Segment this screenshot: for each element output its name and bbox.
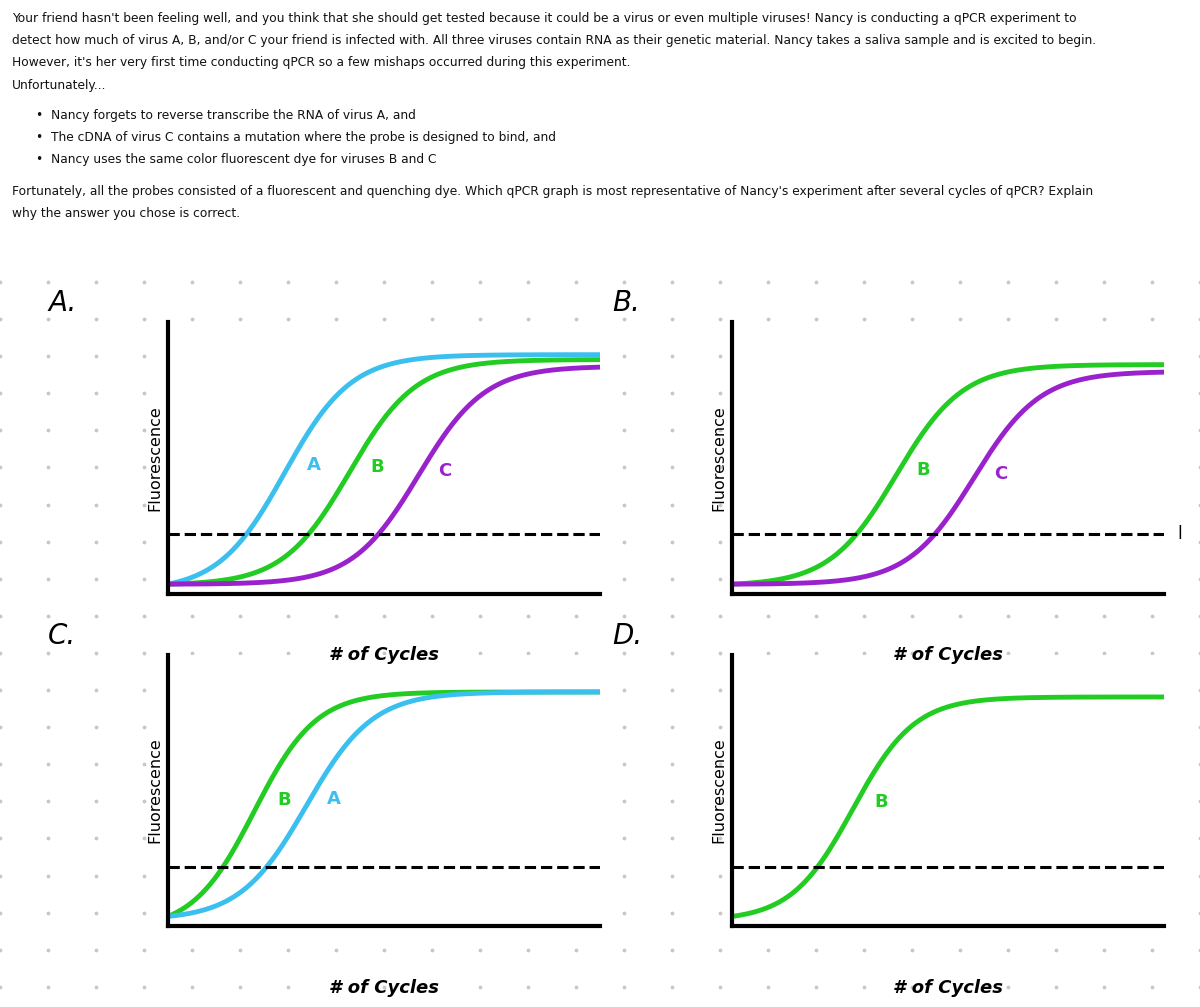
Text: B: B bbox=[874, 793, 888, 811]
Text: # of Cycles: # of Cycles bbox=[329, 646, 439, 665]
Text: Unfortunately...: Unfortunately... bbox=[12, 79, 107, 92]
Text: # of Cycles: # of Cycles bbox=[893, 979, 1003, 997]
Text: B.: B. bbox=[612, 289, 640, 317]
Text: Fortunately, all the probes consisted of a fluorescent and quenching dye. Which : Fortunately, all the probes consisted of… bbox=[12, 185, 1093, 198]
Text: C: C bbox=[994, 465, 1007, 482]
Text: B: B bbox=[370, 458, 384, 476]
Y-axis label: Fluorescence: Fluorescence bbox=[712, 737, 726, 844]
Text: B: B bbox=[277, 790, 292, 809]
Text: detect how much of virus A, B, and/or C your friend is infected with. All three : detect how much of virus A, B, and/or C … bbox=[12, 34, 1096, 47]
Text: •  The cDNA of virus C contains a mutation where the probe is designed to bind, : • The cDNA of virus C contains a mutatio… bbox=[36, 131, 556, 144]
Text: However, it's her very first time conducting qPCR so a few mishaps occurred duri: However, it's her very first time conduc… bbox=[12, 56, 630, 69]
Text: D.: D. bbox=[612, 621, 642, 650]
Y-axis label: Fluorescence: Fluorescence bbox=[712, 405, 726, 512]
Text: C.: C. bbox=[48, 621, 77, 650]
Text: B: B bbox=[917, 461, 930, 479]
Text: Your friend hasn't been feeling well, and you think that she should get tested b: Your friend hasn't been feeling well, an… bbox=[12, 12, 1076, 25]
Text: •  Nancy uses the same color fluorescent dye for viruses B and C: • Nancy uses the same color fluorescent … bbox=[36, 153, 437, 166]
Y-axis label: Fluorescence: Fluorescence bbox=[148, 405, 162, 512]
Text: why the answer you chose is correct.: why the answer you chose is correct. bbox=[12, 207, 240, 221]
Text: •  Nancy forgets to reverse transcribe the RNA of virus A, and: • Nancy forgets to reverse transcribe th… bbox=[36, 109, 416, 122]
Text: l: l bbox=[1177, 526, 1182, 543]
Y-axis label: Fluorescence: Fluorescence bbox=[148, 737, 162, 844]
Text: A.: A. bbox=[48, 289, 77, 317]
Text: A: A bbox=[328, 790, 341, 809]
Text: # of Cycles: # of Cycles bbox=[893, 646, 1003, 665]
Text: C: C bbox=[438, 462, 451, 480]
Text: A: A bbox=[306, 456, 320, 474]
Text: # of Cycles: # of Cycles bbox=[329, 979, 439, 997]
